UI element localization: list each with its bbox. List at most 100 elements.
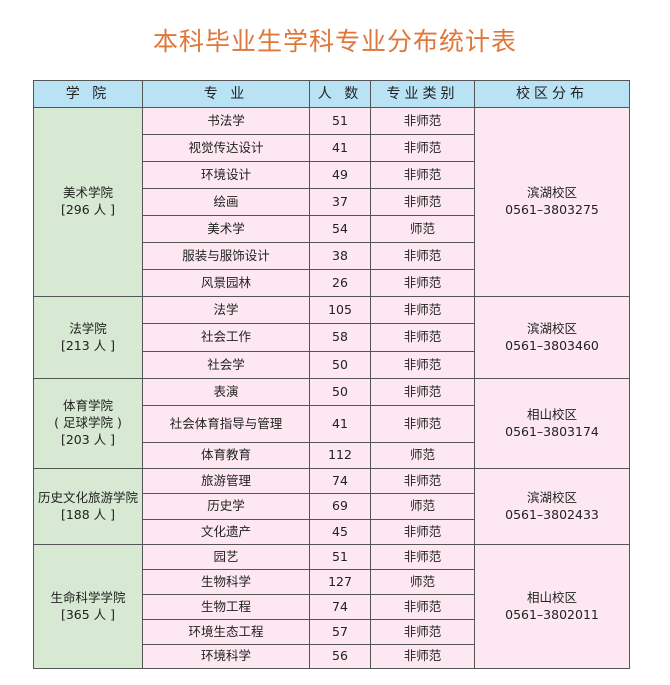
major-name: 绘画 xyxy=(142,188,310,216)
table-row: 美术学 54 师范 xyxy=(34,215,630,243)
major-type: 师范 xyxy=(370,442,475,469)
header-count: 人 数 xyxy=(309,80,371,108)
page-title: 本科毕业生学科专业分布统计表 xyxy=(152,27,517,56)
campus-phone: 0561–3803174 xyxy=(505,423,599,439)
header-campus: 校区分布 xyxy=(474,80,630,108)
major-name: 美术学 xyxy=(142,215,310,243)
major-name: 体育教育 xyxy=(142,442,310,469)
table-row: 环境设计 49 非师范 xyxy=(34,161,630,189)
major-type: 非师范 xyxy=(370,594,475,620)
campus-cell: 相山校区 0561–3803174 xyxy=(474,378,630,469)
table-row: 视觉传达设计 41 非师范 xyxy=(34,134,630,162)
major-name: 旅游管理 xyxy=(142,468,310,494)
campus-phone: 0561–3803275 xyxy=(505,202,599,217)
table-row: 服装与服饰设计 38 非师范 xyxy=(34,242,630,270)
college-total: [365 人 ] xyxy=(60,606,116,622)
major-name: 环境生态工程 xyxy=(142,619,310,645)
table-row: 社会体育指导与管理 41 非师范 xyxy=(34,405,630,443)
header-college: 学 院 xyxy=(33,80,143,108)
student-count: 41 xyxy=(309,134,371,162)
major-type: 师范 xyxy=(370,215,475,243)
table-row: 环境科学 56 非师范 xyxy=(34,644,630,669)
college-name: 历史文化旅游学院 xyxy=(37,489,138,505)
campus-name: 相山校区 xyxy=(526,589,577,605)
major-name: 环境设计 xyxy=(142,161,310,189)
major-type: 非师范 xyxy=(370,351,475,379)
college-cell: 体育学院( 足球学院 ) [203 人 ] xyxy=(33,378,143,469)
college-subname: ( 足球学院 ) xyxy=(54,415,122,431)
table-row: 绘画 37 非师范 xyxy=(34,188,630,216)
major-type: 非师范 xyxy=(370,468,475,494)
major-type: 非师范 xyxy=(370,296,475,324)
major-name: 表演 xyxy=(142,378,310,406)
student-count: 26 xyxy=(309,269,371,297)
student-count: 41 xyxy=(309,405,371,443)
major-name: 生物工程 xyxy=(142,594,310,620)
campus-name: 相山校区 xyxy=(526,406,577,422)
college-cell: 美术学院 [296 人 ] xyxy=(33,107,143,297)
major-type: 非师范 xyxy=(370,519,475,545)
major-type: 非师范 xyxy=(370,644,475,669)
table-row: 风景园林 26 非师范 xyxy=(34,269,630,297)
major-type: 非师范 xyxy=(370,544,475,570)
header-row: 学 院 专 业 人 数 专业类别 校区分布 xyxy=(33,80,630,108)
student-count: 45 xyxy=(309,519,371,545)
table-row: 社会工作 58 非师范 xyxy=(34,323,630,352)
header-type: 专业类别 xyxy=(370,80,475,108)
student-count: 112 xyxy=(309,442,371,469)
college-total: [203 人 ] xyxy=(60,431,116,447)
major-name: 法学 xyxy=(142,296,310,324)
student-count: 51 xyxy=(309,107,371,135)
student-count: 51 xyxy=(309,544,371,570)
major-type: 非师范 xyxy=(370,161,475,189)
major-type: 非师范 xyxy=(370,378,475,406)
major-name: 社会体育指导与管理 xyxy=(142,405,310,443)
college-total: [213 人 ] xyxy=(60,337,116,353)
college-cell: 法学院 [213 人 ] xyxy=(33,296,143,379)
major-name: 文化遗产 xyxy=(142,519,310,545)
major-type: 师范 xyxy=(370,493,475,520)
student-count: 54 xyxy=(309,215,371,243)
college-total: [188 人 ] xyxy=(60,506,116,522)
table-row: 历史文化旅游学院 [188 人 ] 旅游管理 74 非师范 滨湖校区 0561–380243… xyxy=(33,468,630,545)
campus-name: 滨湖校区 xyxy=(526,489,577,505)
table-row: 社会学 50 非师范 xyxy=(34,351,630,379)
student-count: 105 xyxy=(309,296,371,324)
campus-cell: 滨湖校区 0561–3803460 xyxy=(474,296,630,379)
college-cell: 历史文化旅游学院 [188 人 ] xyxy=(33,468,143,545)
major-type: 非师范 xyxy=(370,107,475,135)
college-cell: 生命科学学院 [365 人 ] xyxy=(33,544,143,669)
major-type: 非师范 xyxy=(370,242,475,270)
table-row: 生命科学学院 [365 人 ] 园艺 51 非师范 相山校区 0561–3802011 xyxy=(33,544,630,669)
student-count: 74 xyxy=(309,468,371,494)
student-count: 57 xyxy=(309,619,371,645)
major-name: 服装与服饰设计 xyxy=(142,242,310,270)
campus-name: 滨湖校区 xyxy=(526,320,577,336)
major-name: 社会学 xyxy=(142,351,310,379)
college-name: 法学院 xyxy=(69,320,107,336)
student-count: 50 xyxy=(309,378,371,406)
major-type: 非师范 xyxy=(370,188,475,216)
major-type: 师范 xyxy=(370,569,475,595)
campus-cell: 相山校区 0561–3802011 xyxy=(474,544,630,669)
campus-cell: 滨湖校区 0561–3802433 xyxy=(474,468,630,545)
header-major: 专 业 xyxy=(142,80,310,108)
campus-cell: 滨湖校区 0561–3803275 xyxy=(474,107,630,297)
college-name: 生命科学学院 xyxy=(50,589,126,605)
campus-name: 滨湖校区 xyxy=(526,185,577,201)
major-type: 非师范 xyxy=(370,323,475,352)
student-count: 58 xyxy=(309,323,371,352)
table-row: 体育学院( 足球学院 ) [203 人 ] 表演 50 非师范 相山校区 0561–3803… xyxy=(33,378,630,469)
major-name: 书法学 xyxy=(142,107,310,135)
table-row: 美术学院 [296 人 ] 书法学 51 非师范 滨湖校区 0561–3803275 xyxy=(33,107,630,297)
major-type: 非师范 xyxy=(370,134,475,162)
student-count: 37 xyxy=(309,188,371,216)
student-count: 74 xyxy=(309,594,371,620)
student-count: 69 xyxy=(309,493,371,520)
campus-phone: 0561–3802433 xyxy=(505,506,599,522)
college-total: [296 人 ] xyxy=(60,202,116,217)
major-type: 非师范 xyxy=(370,405,475,443)
student-count: 49 xyxy=(309,161,371,189)
table-row: 文化遗产 45 非师范 xyxy=(34,519,630,545)
student-count: 50 xyxy=(309,351,371,379)
